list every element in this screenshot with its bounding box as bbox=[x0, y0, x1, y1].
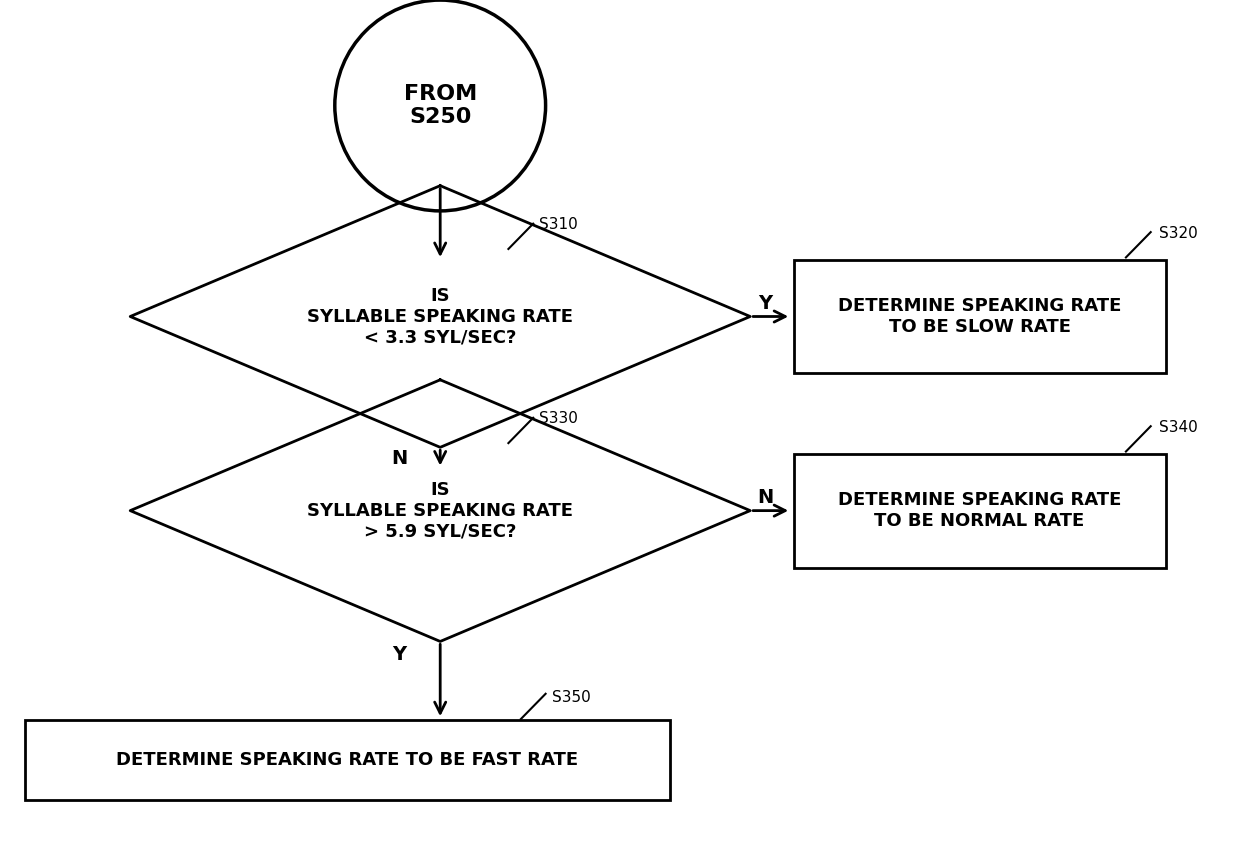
Text: IS
SYLLABLE SPEAKING RATE
> 5.9 SYL/SEC?: IS SYLLABLE SPEAKING RATE > 5.9 SYL/SEC? bbox=[308, 481, 573, 540]
Text: Y: Y bbox=[392, 645, 407, 663]
Text: S310: S310 bbox=[539, 217, 578, 232]
Text: S340: S340 bbox=[1159, 419, 1198, 435]
Text: Y: Y bbox=[758, 295, 773, 313]
Text: DETERMINE SPEAKING RATE TO BE FAST RATE: DETERMINE SPEAKING RATE TO BE FAST RATE bbox=[117, 750, 578, 769]
Bar bbox=[25, 719, 670, 800]
Text: FROM
S250: FROM S250 bbox=[403, 84, 477, 127]
Bar bbox=[794, 259, 1166, 373]
Bar bbox=[794, 453, 1166, 567]
Text: S330: S330 bbox=[539, 411, 578, 426]
Text: DETERMINE SPEAKING RATE
TO BE SLOW RATE: DETERMINE SPEAKING RATE TO BE SLOW RATE bbox=[838, 297, 1121, 336]
Text: DETERMINE SPEAKING RATE
TO BE NORMAL RATE: DETERMINE SPEAKING RATE TO BE NORMAL RAT… bbox=[838, 491, 1121, 530]
Ellipse shape bbox=[335, 0, 546, 211]
Text: S320: S320 bbox=[1159, 225, 1198, 241]
Text: N: N bbox=[756, 489, 774, 507]
Text: S350: S350 bbox=[552, 690, 590, 705]
Text: N: N bbox=[391, 449, 408, 468]
Text: IS
SYLLABLE SPEAKING RATE
< 3.3 SYL/SEC?: IS SYLLABLE SPEAKING RATE < 3.3 SYL/SEC? bbox=[308, 287, 573, 346]
